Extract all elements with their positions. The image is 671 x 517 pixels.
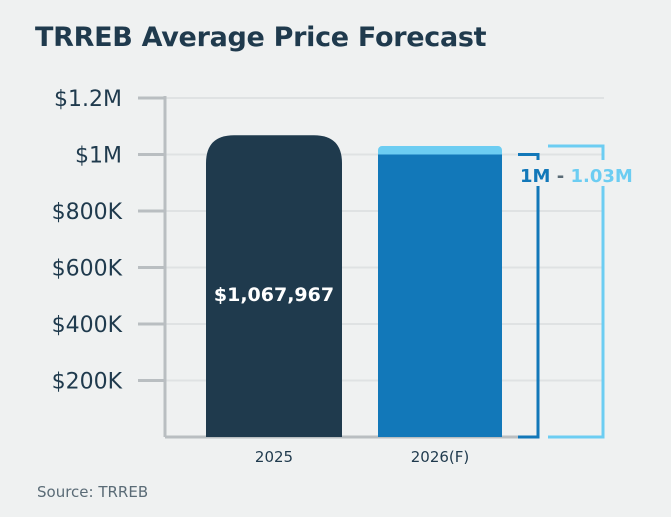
x-tick-label: 2026(F) [411, 448, 470, 466]
y-tick-label: $600K [52, 257, 123, 282]
bar-2025 [206, 135, 342, 437]
y-tick-label: $1.2M [54, 87, 122, 112]
range-bracket-low [518, 153, 540, 439]
range-low-label: 1M [520, 166, 550, 187]
chart-title: TRREB Average Price Forecast [35, 22, 487, 53]
range-bracket-high [548, 144, 605, 439]
range-high-label: 1.03M [570, 166, 632, 187]
range-separator: - [550, 166, 570, 187]
y-tick-label: $800K [52, 200, 123, 225]
range-label-bg [516, 160, 642, 186]
range-label: 1M - 1.03M [520, 166, 633, 187]
x-tick-label: 2025 [255, 448, 293, 466]
y-tick-label: $200K [52, 370, 123, 395]
y-tick-label: $400K [52, 313, 123, 338]
bar-2026-forecast [378, 154, 502, 437]
y-tick-label: $1M [75, 144, 122, 169]
source-note: Source: TRREB [37, 483, 149, 501]
bar-data-label: $1,067,967 [214, 284, 334, 306]
